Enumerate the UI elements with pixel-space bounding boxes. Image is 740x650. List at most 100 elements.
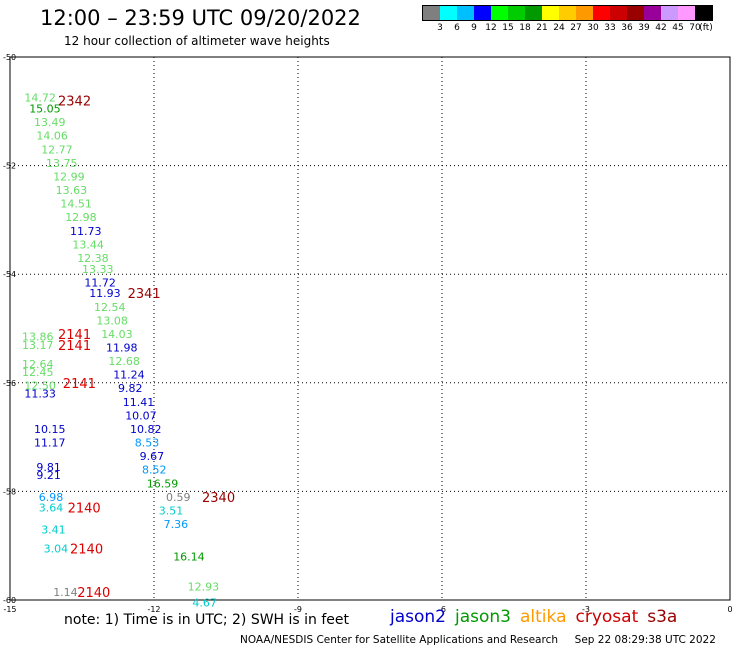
wave-height-label: 11.33: [24, 388, 56, 401]
wave-height-label: 4.67: [192, 597, 217, 610]
wave-height-label: 14.72: [24, 92, 56, 105]
legend-label: 21: [536, 23, 548, 33]
wave-height-label: 13.33: [82, 263, 114, 276]
wave-height-label: 11.93: [89, 287, 121, 300]
pass-time-label: 2140: [70, 542, 103, 557]
color-scale-legend: 3 6 9 12 15 18 21 24 27 30 33 36 39 42 45 70 (ft): [422, 5, 713, 35]
y-tick-label: -58: [3, 487, 16, 496]
wave-height-label: 3.04: [44, 542, 69, 555]
wave-height-label: 12.54: [94, 301, 126, 314]
y-tick-label: -50: [3, 53, 16, 62]
legend-swatch: [678, 6, 695, 20]
pass-time-label: 2340: [202, 491, 235, 506]
legend-label: 9: [471, 23, 477, 33]
legend-swatch: [695, 6, 712, 20]
wave-height-label: 13.17: [22, 339, 54, 352]
legend-label: 39: [638, 23, 650, 33]
wave-height-label: 12.68: [108, 355, 139, 368]
wave-height-label: 13.08: [96, 314, 128, 327]
wave-height-label: 10.15: [34, 423, 66, 436]
pass-time-label: 2141: [58, 339, 91, 354]
wave-height-label: 3.64: [39, 502, 64, 515]
wave-height-label: 12.77: [41, 143, 72, 156]
wave-height-label: 12.93: [188, 580, 220, 593]
plot-frame: [9, 56, 731, 601]
wave-height-label: 16.14: [173, 551, 205, 564]
y-tick-label: -52: [3, 162, 16, 171]
legend-label: 3: [437, 23, 443, 33]
satellite-label-jason2: jason2: [390, 607, 446, 627]
wave-height-label: 13.86: [22, 331, 54, 344]
wave-height-label: 6.98: [39, 491, 64, 504]
satellite-label-s3a: s3a: [647, 607, 678, 627]
wave-height-label: 8.52: [142, 464, 167, 477]
wave-height-label: 10.82: [130, 423, 162, 436]
legend-label: 45: [672, 23, 684, 33]
legend-swatch: [576, 6, 593, 20]
pass-time-label: 2140: [68, 502, 101, 517]
wave-height-label: 9.21: [36, 469, 61, 482]
legend-label: 33: [604, 23, 616, 33]
x-tick-label: -12: [147, 605, 160, 614]
legend-swatch: [491, 6, 508, 20]
legend-swatch: [559, 6, 576, 20]
legend-swatches: [422, 5, 713, 21]
legend-swatch: [508, 6, 525, 20]
wave-height-label: 13.75: [46, 157, 78, 170]
y-tick-label: -54: [3, 270, 16, 279]
wave-height-label: 13.49: [34, 116, 66, 129]
wave-height-label: 15.05: [29, 103, 61, 116]
legend-label: 42: [655, 23, 667, 33]
x-tick-label: 0: [727, 605, 732, 614]
legend-label: 70: [689, 23, 701, 33]
wave-height-label: 12.50: [24, 380, 56, 393]
wave-height-label: 9.81: [36, 461, 61, 474]
pass-time-label: 2341: [128, 287, 161, 302]
wave-height-label: 14.03: [101, 328, 133, 341]
legend-swatch: [474, 6, 491, 20]
wave-height-label: 7.36: [164, 518, 189, 531]
wave-height-label: 11.73: [70, 225, 102, 238]
legend-swatch: [593, 6, 610, 20]
wave-height-label: 12.64: [22, 358, 54, 371]
wave-height-label: 12.38: [77, 252, 109, 265]
legend-label: 30: [587, 23, 599, 33]
x-tick-label: -3: [582, 605, 590, 614]
legend-swatch: [610, 6, 627, 20]
legend-labels: 3 6 9 12 15 18 21 24 27 30 33 36 39 42 45 70 (ft): [422, 21, 713, 35]
legend-label: 6: [454, 23, 460, 33]
wave-height-label: 12.45: [22, 366, 54, 379]
wave-height-label: 3.51: [159, 504, 184, 517]
x-tick-label: -15: [3, 605, 16, 614]
satellite-label-jason3: jason3: [455, 607, 511, 627]
wave-height-label: 12.98: [65, 211, 97, 224]
legend-swatch: [644, 6, 661, 20]
satellite-label-altika: altika: [520, 607, 567, 627]
legend-label: 18: [519, 23, 531, 33]
legend-swatch: [525, 6, 542, 20]
wave-height-label: 13.44: [72, 238, 104, 251]
pass-time-label: 2342: [58, 94, 91, 109]
wave-height-label: 9.67: [140, 450, 165, 463]
wave-height-label: 11.17: [34, 437, 66, 450]
x-tick-label: -6: [438, 605, 446, 614]
footer-note: note: 1) Time is in UTC; 2) SWH is in fe…: [64, 612, 350, 628]
pass-time-label: 2141: [63, 377, 96, 392]
satellite-label-cryosat: cryosat: [575, 607, 639, 627]
chart-title: 12:00 – 23:59 UTC 09/20/2022: [40, 6, 361, 30]
wave-height-label: 13.63: [56, 184, 88, 197]
wave-height-label: 11.24: [113, 369, 145, 382]
wave-height-label: 14.51: [60, 198, 92, 211]
legend-swatch: [440, 6, 457, 20]
legend-swatch: [661, 6, 678, 20]
wave-height-label: 9.82: [118, 382, 143, 395]
legend-label: 12: [485, 23, 497, 33]
legend-swatch: [542, 6, 559, 20]
wave-height-label: 14.06: [36, 130, 68, 143]
legend-swatch: [627, 6, 644, 20]
wave-height-label: 11.98: [106, 342, 138, 355]
wave-height-label: 8.53: [135, 437, 160, 450]
legend-swatch: [423, 6, 440, 20]
wave-height-label: 12.99: [53, 170, 84, 183]
